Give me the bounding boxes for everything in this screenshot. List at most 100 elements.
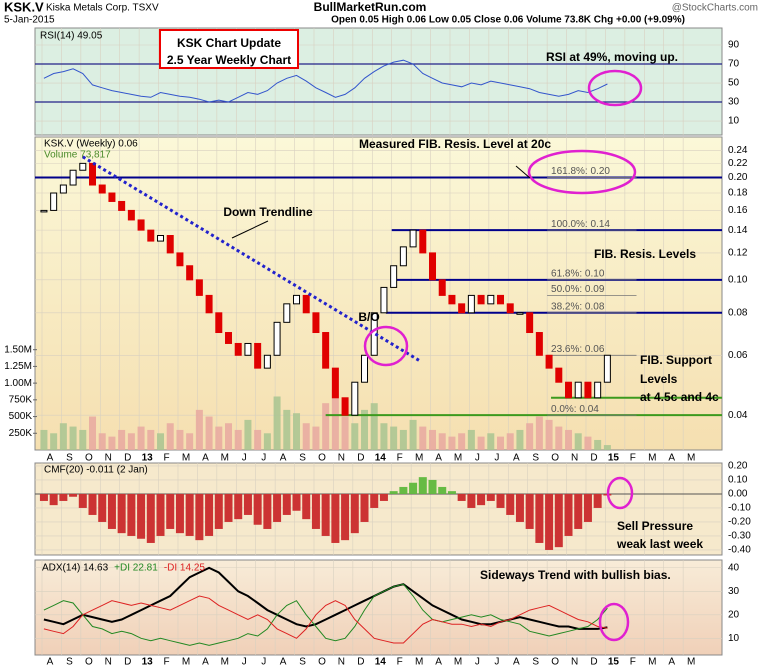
x-tick-label: A [202, 453, 209, 464]
x-tick-label: J [475, 453, 480, 464]
y-tick-label: 0.14 [728, 225, 748, 236]
volume-bar [312, 426, 320, 450]
y-tick-label: 70 [728, 59, 740, 70]
y-tick-label: 0.12 [728, 248, 748, 259]
volume-bar [293, 413, 301, 450]
x-tick-label: O [85, 657, 93, 668]
cmf-bar [447, 491, 456, 494]
volume-bar [516, 429, 524, 450]
annotation: FIB. Support [640, 353, 712, 367]
cmf-bar [379, 493, 388, 501]
x-tick-label: D [357, 657, 364, 668]
volume-bar [584, 436, 592, 450]
x-tick-label: A [668, 453, 675, 464]
candle [98, 184, 106, 194]
x-tick-label: A [202, 657, 209, 668]
annotation: B/O [358, 310, 379, 324]
y-tick-label: 40 [728, 562, 740, 573]
y-tick-label: -0.10 [728, 503, 751, 514]
y-tick-label: 50 [728, 78, 740, 89]
volume-bar [322, 403, 330, 450]
volume-bar [89, 416, 97, 450]
cmf-bar [88, 493, 97, 515]
x-tick-label: M [687, 453, 695, 464]
volume-bar [351, 423, 359, 450]
candle [390, 265, 398, 288]
cmf-bar [545, 493, 554, 550]
pointer [231, 220, 269, 239]
x-tick-label: J [494, 453, 499, 464]
site: BullMarketRun.com [314, 0, 427, 14]
candle [147, 229, 155, 242]
x-tick-label: D [590, 453, 597, 464]
cmf-bar [156, 493, 165, 536]
date: 5-Jan-2015 [4, 15, 55, 26]
y-tick-label: 750K [9, 394, 33, 405]
x-tick-label: M [648, 453, 656, 464]
x-tick-label: A [47, 453, 54, 464]
x-tick-label: 14 [375, 453, 387, 464]
candle [283, 303, 291, 323]
annotation: KSK Chart Update [177, 36, 281, 50]
x-tick-label: S [299, 657, 306, 668]
x-tick-label: M [221, 657, 229, 668]
cmf-bar [350, 493, 359, 534]
candle [487, 294, 495, 305]
cmf-bar [457, 493, 466, 501]
highlight [606, 476, 634, 510]
candle [399, 246, 407, 267]
x-tick-label: A [513, 657, 520, 668]
candle [331, 367, 339, 399]
annotation: weak last week [616, 537, 703, 551]
cmf-bar [535, 493, 544, 543]
x-tick-label: M [415, 657, 423, 668]
y-tick-label: -0.30 [728, 531, 751, 542]
volume-bar [176, 429, 184, 450]
fib-label: 38.2%: 0.08 [551, 301, 605, 312]
candle [273, 321, 281, 356]
x-tick-label: J [494, 657, 499, 668]
volume-bar [409, 419, 417, 450]
cmf-bar [243, 493, 252, 515]
y-tick-label: 0.18 [728, 188, 748, 199]
quote: Open 0.05 High 0.06 Low 0.05 Close 0.06 … [331, 15, 685, 26]
annotation: Sell Pressure [617, 519, 693, 533]
candle [89, 162, 97, 186]
x-tick-label: N [105, 657, 112, 668]
candle [429, 252, 437, 281]
candle [526, 312, 534, 334]
cmf-bar [554, 493, 563, 548]
legend-entry: ADX(14) 14.63 [42, 563, 109, 574]
x-tick-label: F [630, 657, 636, 668]
cmf-bar [69, 493, 78, 497]
rsi-panel [34, 27, 723, 136]
x-tick-label: N [105, 453, 112, 464]
fib-label: 50.0%: 0.09 [551, 284, 605, 295]
x-tick-label: O [551, 657, 559, 668]
cmf-bar [496, 493, 505, 508]
annotation: Levels [640, 372, 678, 386]
cmf-bar [486, 493, 495, 501]
candle [79, 162, 87, 171]
cmf-bar [583, 493, 592, 522]
candle [254, 342, 262, 369]
cmf-bar [224, 493, 233, 522]
volume-bar [603, 445, 611, 450]
cmf-bar [564, 493, 573, 536]
x-tick-label: A [280, 657, 287, 668]
cmf-label: CMF(20) -0.011 (2 Jan) [44, 465, 148, 476]
highlight [598, 602, 630, 642]
x-tick-label: M [415, 453, 423, 464]
rsi-label: RSI(14) 49.05 [40, 31, 103, 42]
volume-bar [361, 409, 369, 450]
x-tick-label: D [590, 657, 597, 668]
volume-bar [497, 436, 505, 450]
fib-label: 100.0%: 0.14 [551, 219, 610, 230]
x-tick-label: N [571, 657, 578, 668]
x-tick-label: M [182, 453, 190, 464]
candle [380, 286, 388, 314]
highlight [527, 149, 637, 195]
cmf-bar [234, 493, 243, 520]
volume-bar [341, 416, 349, 450]
